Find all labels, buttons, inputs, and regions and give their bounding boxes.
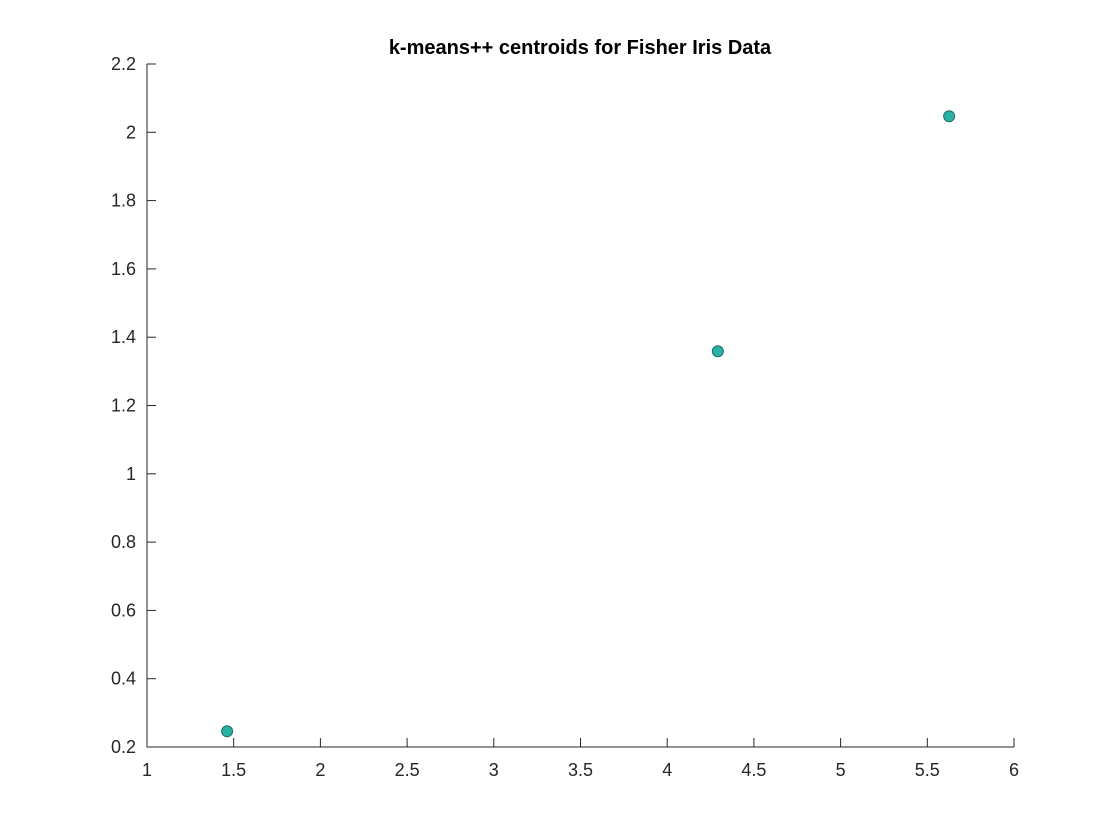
x-tick-label: 6 xyxy=(1009,760,1019,780)
centroid-point xyxy=(711,345,724,358)
centroid-point xyxy=(221,725,234,738)
x-tick-label: 5 xyxy=(836,760,846,780)
y-tick-label: 2 xyxy=(126,122,136,142)
x-tick-label: 1.5 xyxy=(221,760,246,780)
y-tick-label: 0.8 xyxy=(111,532,136,552)
x-tick-label: 1 xyxy=(142,760,152,780)
y-tick-label: 0.4 xyxy=(111,669,136,689)
x-tick-label: 4 xyxy=(662,760,672,780)
centroid-point xyxy=(943,110,956,123)
data-points xyxy=(221,110,956,738)
y-tick-label: 1.2 xyxy=(111,396,136,416)
x-tick-label: 5.5 xyxy=(915,760,940,780)
x-tick-label: 3.5 xyxy=(568,760,593,780)
x-tick-label: 3 xyxy=(489,760,499,780)
x-tick-label: 4.5 xyxy=(741,760,766,780)
y-tick-label: 1.6 xyxy=(111,259,136,279)
y-tick-label: 1.4 xyxy=(111,327,136,347)
chart-title: k-means++ centroids for Fisher Iris Data xyxy=(389,37,772,59)
y-tick-label: 1 xyxy=(126,464,136,484)
x-tick-label: 2.5 xyxy=(395,760,420,780)
x-tick-label: 2 xyxy=(315,760,325,780)
axes: 1 1.5 2 2.5 3 3.5 4 4.5 5 5.5 6 0.2 0.4 0.6 0.8 1 1.2 1.4… xyxy=(111,54,1019,780)
y-tick-label: 0.6 xyxy=(111,600,136,620)
y-tick-label: 1.8 xyxy=(111,191,136,211)
y-tick-label: 0.2 xyxy=(111,737,136,757)
y-tick-label: 2.2 xyxy=(111,54,136,74)
